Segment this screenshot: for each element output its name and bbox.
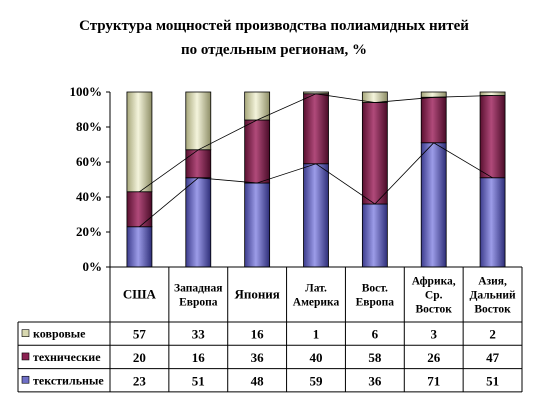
bar-segment-текстильные [185,177,212,268]
table-value: 1 [313,327,320,342]
bar-segment-технические [303,93,329,165]
bar-segment-текстильные [361,203,388,268]
bar-segment-ковровые [244,91,271,121]
bar-segment-ковровые [420,91,447,98]
legend-label: ковровые [33,327,86,341]
bar-segment-ковровые [479,91,506,96]
legend-key-технические [21,352,30,361]
category-label: Япония [234,287,279,302]
table-value: 51 [192,373,205,388]
category-label-line: Восток [416,304,453,316]
table-value: 33 [192,327,206,342]
legend-label: текстильные [33,373,104,387]
category-label-line: США [123,287,157,302]
category-label-line: Ср. [425,290,443,302]
table-value: 6 [372,327,379,342]
table-value: 36 [251,350,265,365]
chart-title-line-2: по отдельным регионам, % [180,42,368,58]
table-value: 71 [427,373,440,388]
table-value: 3 [430,327,437,342]
category-label: Африка, Ср. Восток [412,276,456,316]
legend-label: технические [33,350,101,364]
bar-segment-технические [361,102,388,205]
legend-key-текстильные [21,375,30,384]
category-label-line: Лат. [305,283,327,295]
bar-segment-ковровые [126,91,153,193]
table-value: 47 [486,350,500,365]
category-label-line: Восток [474,304,511,316]
series-line-технические [139,93,493,193]
chart-title: Структура мощностей производства полиами… [0,14,548,62]
table-value: 51 [486,373,499,388]
table-value: 26 [427,350,441,365]
bar-segment-технические [185,149,212,179]
table-value: 16 [251,327,265,342]
bar-segment-текстильные [126,226,153,268]
category-label-line: Азия, [478,276,507,288]
category-label: Вост. Европа [356,283,395,309]
category-label-line: Африка, [412,276,456,288]
bar-segment-текстильные [244,182,271,268]
bar-segment-технические [420,96,447,144]
category-label-line: Европа [356,297,395,309]
category-label: Лат. Америка [293,283,340,309]
table-value: 23 [133,373,147,388]
bar-segment-текстильные [479,177,506,268]
table-value: 2 [489,327,496,342]
chart-title-line-1: Структура мощностей производства полиами… [79,18,469,34]
y-tick-label: 0% [83,259,103,274]
table-value: 36 [368,373,382,388]
category-label-line: Дальний [469,290,516,302]
category-label: Западная Европа [174,283,222,309]
bar-segment-технические [126,191,153,228]
y-tick-label: 20% [76,224,102,239]
y-tick-label: 80% [76,119,102,134]
table-value: 59 [310,373,324,388]
bar-segment-технические [479,95,506,179]
category-label: Азия, Дальний Восток [469,276,516,316]
y-tick-label: 60% [76,154,102,169]
table-value: 20 [133,350,146,365]
category-label-line: Америка [293,297,340,309]
bar-segment-ковровые [185,91,212,151]
category-label-line: Западная [174,283,222,295]
category-label: США [123,287,157,302]
table-value: 40 [310,350,323,365]
series-line-текстильные [139,142,493,228]
table-value: 16 [192,350,206,365]
table-value: 57 [133,327,147,342]
bar-segment-текстильные [420,142,447,268]
bar-segment-текстильные [303,163,329,268]
legend-key-ковровые [21,329,30,337]
y-tick-label: 40% [76,189,102,204]
y-tick-label: 100% [70,84,103,99]
table-value: 48 [251,373,265,388]
bar-segment-технические [244,119,271,184]
category-label-line: Япония [234,287,279,302]
category-label-line: Европа [179,297,218,309]
category-label-line: Вост. [362,283,388,295]
table-value: 58 [368,350,382,365]
